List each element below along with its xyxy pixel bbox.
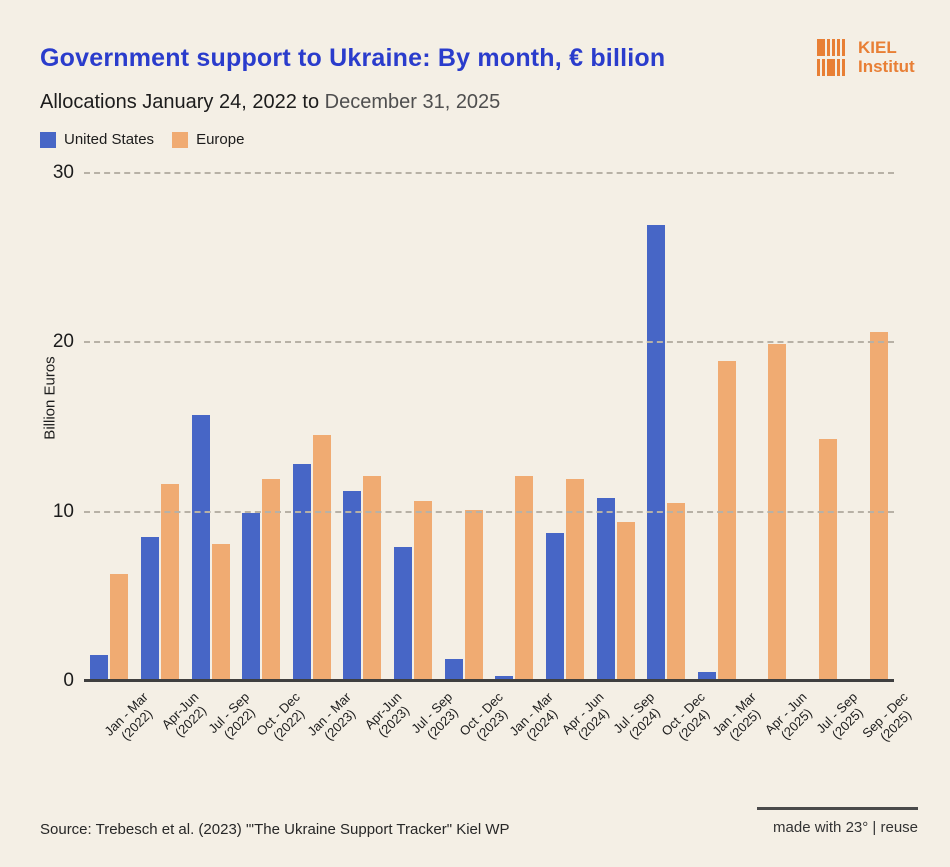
gridline-20 bbox=[84, 341, 894, 344]
bar-united-states-2 bbox=[140, 536, 159, 679]
bar-europe-7 bbox=[414, 501, 433, 679]
y-axis-title: Billion Euros bbox=[41, 356, 59, 440]
bar-europe-9 bbox=[515, 475, 534, 679]
y-tick-0: 0 bbox=[63, 670, 74, 691]
legend-swatch-united-states bbox=[40, 131, 56, 148]
bar-groups bbox=[84, 170, 894, 679]
bar-united-states-5 bbox=[292, 464, 311, 679]
bar-group-10 bbox=[540, 170, 591, 679]
subtitle-main: Allocations January 24, 2022 to bbox=[40, 91, 325, 113]
bar-united-states-9 bbox=[495, 675, 514, 679]
y-tick-20: 20 bbox=[52, 331, 74, 353]
bar-group-12 bbox=[641, 170, 692, 679]
y-tick-10: 10 bbox=[52, 500, 74, 522]
bar-group-9 bbox=[489, 170, 540, 679]
bar-group-11 bbox=[590, 170, 641, 679]
bar-europe-12 bbox=[667, 502, 686, 679]
bar-united-states-4 bbox=[242, 513, 261, 679]
x-tick-16: Sep - Dec (2025) bbox=[701, 689, 914, 744]
bar-group-14 bbox=[742, 170, 793, 679]
bar-europe-2 bbox=[160, 484, 179, 679]
made-with-reuse-link[interactable]: made with 23° | reuse bbox=[773, 819, 918, 836]
bar-europe-3 bbox=[211, 543, 230, 679]
legend: United States Europe bbox=[40, 131, 244, 148]
legend-label-europe: Europe bbox=[196, 131, 245, 148]
bar-united-states-10 bbox=[545, 533, 564, 679]
bar-united-states-1 bbox=[90, 655, 109, 679]
bar-europe-15 bbox=[819, 438, 838, 679]
y-tick-30: 30 bbox=[52, 162, 74, 184]
bar-group-3 bbox=[185, 170, 236, 679]
bar-united-states-8 bbox=[444, 658, 463, 679]
kiel-institut-logo: KIEL Institut bbox=[817, 38, 915, 83]
kiel-logo-line1: KIEL bbox=[858, 38, 897, 57]
bar-united-states-3 bbox=[191, 414, 210, 679]
bar-united-states-6 bbox=[343, 491, 362, 679]
bar-europe-1 bbox=[110, 574, 129, 679]
bar-united-states-11 bbox=[596, 497, 615, 679]
gridline-30 bbox=[84, 172, 894, 175]
bar-group-1 bbox=[84, 170, 135, 679]
kiel-bars-icon bbox=[817, 38, 851, 83]
legend-label-united-states: United States bbox=[64, 131, 155, 148]
bar-united-states-12 bbox=[647, 225, 666, 679]
kiel-logo-text: KIEL Institut bbox=[858, 38, 915, 76]
legend-item-europe: Europe bbox=[172, 131, 244, 148]
bar-europe-10 bbox=[565, 479, 584, 679]
gridline-10 bbox=[84, 510, 894, 513]
source-note: Source: Trebesch et al. (2023) "'The Ukr… bbox=[40, 821, 510, 838]
x-tick-label: Sep - Dec (2025) bbox=[859, 689, 914, 745]
plot-area bbox=[84, 170, 894, 682]
bar-europe-5 bbox=[312, 435, 331, 679]
bar-europe-13 bbox=[717, 360, 736, 679]
bar-united-states-7 bbox=[394, 546, 413, 679]
bar-europe-8 bbox=[464, 509, 483, 679]
page-title: Government support to Ukraine: By month,… bbox=[40, 44, 666, 72]
bar-group-4 bbox=[236, 170, 287, 679]
footer-divider-line bbox=[757, 807, 918, 810]
legend-item-united-states: United States bbox=[40, 131, 154, 148]
subtitle-end: December 31, 2025 bbox=[324, 91, 501, 113]
bar-group-16 bbox=[843, 170, 894, 679]
bar-europe-6 bbox=[363, 475, 382, 679]
chart-subtitle: Allocations January 24, 2022 to December… bbox=[40, 91, 500, 114]
bar-united-states-13 bbox=[697, 672, 716, 679]
bar-europe-11 bbox=[616, 521, 635, 679]
bar-group-5 bbox=[287, 170, 338, 679]
bar-group-7 bbox=[388, 170, 439, 679]
kiel-logo-line2: Institut bbox=[858, 57, 915, 77]
legend-swatch-europe bbox=[172, 131, 189, 148]
bar-group-15 bbox=[793, 170, 844, 679]
bar-group-6 bbox=[337, 170, 388, 679]
bar-group-13 bbox=[692, 170, 743, 679]
bar-group-8 bbox=[438, 170, 489, 679]
bar-europe-16 bbox=[869, 331, 888, 679]
bar-group-2 bbox=[135, 170, 186, 679]
bar-europe-4 bbox=[262, 479, 281, 679]
